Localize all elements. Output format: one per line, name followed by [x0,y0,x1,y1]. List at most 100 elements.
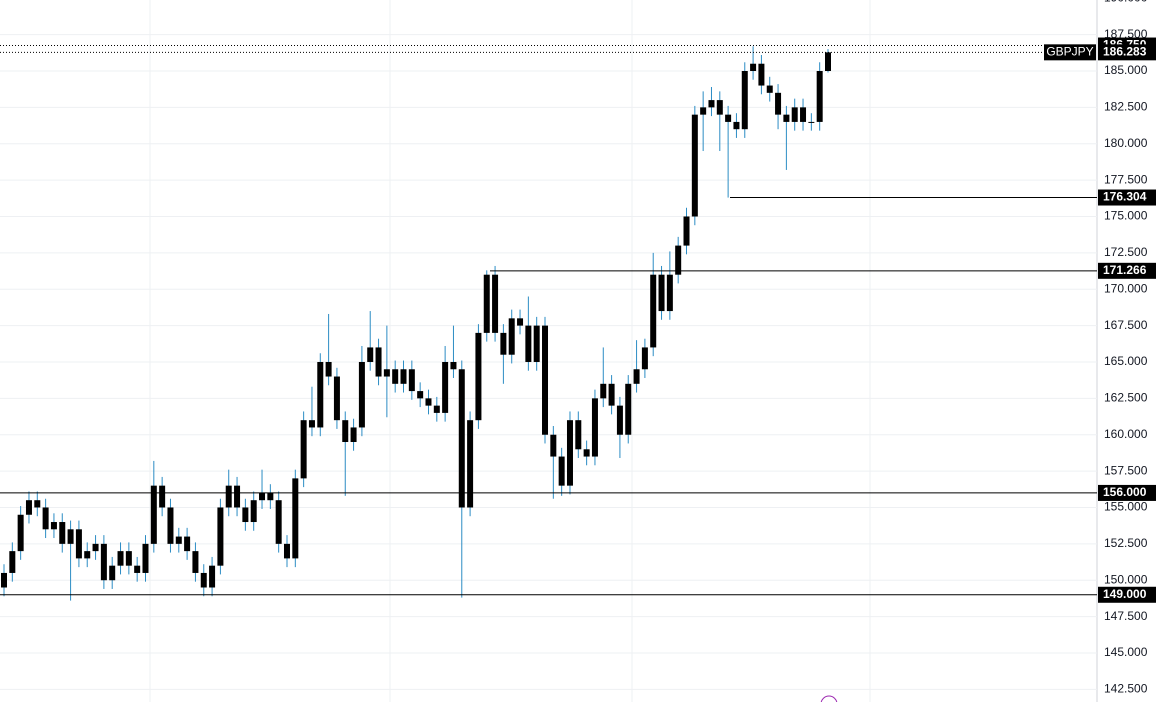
candle-body [608,383,615,406]
candle-body [783,114,790,122]
candle-body [267,492,274,501]
candle-body [159,485,166,508]
candle-body [342,420,349,443]
candle-body [583,449,590,457]
candle-body [283,543,290,559]
level-tag [1098,262,1156,279]
candle-body [317,361,324,428]
level-tag [1098,484,1156,501]
y-tick-label: 182.500 [1104,100,1148,114]
level-tag [1098,189,1156,206]
candle-body [134,565,141,573]
candle-body [433,405,440,413]
candle-body [450,361,457,370]
candle-body [616,405,623,435]
y-tick-label: 172.500 [1104,245,1148,259]
candle-body [167,507,174,544]
level-label: 156.000 [1103,485,1147,499]
candle-body [716,100,723,115]
level-label: 186.283 [1103,45,1147,59]
candle-body [308,420,315,428]
candle-body [217,507,224,566]
candle-body [67,529,74,544]
candle-body [117,551,124,566]
candle-body [350,427,357,443]
level-tag [1098,44,1156,61]
candle-body [741,71,748,130]
candle-body [150,485,157,544]
candle-body [675,245,682,275]
candle-body [766,85,773,93]
candle-body [566,420,573,486]
candle-body [75,529,82,559]
candle-body [542,325,549,435]
y-tick-label: 155.000 [1104,500,1148,514]
candle-body [142,543,149,573]
candle-body [375,347,382,377]
candle-body [625,383,632,435]
candle-body [358,361,365,428]
candle-body [442,361,449,413]
candle-body [100,543,107,581]
candle-body [708,100,715,108]
candle-body [225,485,232,508]
y-tick-label: 162.500 [1104,391,1148,405]
candle-body [633,369,640,384]
candle-body [300,420,307,479]
y-tick-label: 157.500 [1104,463,1148,477]
y-tick-label: 160.000 [1104,427,1148,441]
candle-body [250,500,257,523]
candle-body [808,121,815,123]
y-tick-label: 142.500 [1104,682,1148,696]
level-label: 149.000 [1103,587,1147,601]
y-tick-label: 180.000 [1104,136,1148,150]
y-tick-label: 165.000 [1104,354,1148,368]
candle-body [200,572,207,588]
y-tick-label: 190.000 [1104,0,1148,4]
candle-body [325,361,332,377]
candle-body [392,369,399,384]
y-tick-label: 145.000 [1104,645,1148,659]
y-tick-label: 175.000 [1104,209,1148,223]
symbol-label: GBPJPY [1046,45,1093,59]
y-tick-label: 170.000 [1104,281,1148,295]
candle-body [517,318,524,326]
candle-body [525,325,532,362]
candle-body [184,536,191,552]
candle-body [42,507,49,530]
candle-body [333,376,340,421]
candle-body [125,551,132,566]
candle-body [417,391,424,399]
candle-body [800,107,807,122]
y-tick-label: 177.500 [1104,172,1148,186]
candle-body [775,92,782,115]
candle-body [367,347,374,362]
level-label: 176.304 [1103,190,1147,204]
vertical-grid [149,0,871,702]
candle-body [533,325,540,362]
candle-body [483,274,490,333]
candle-body [34,500,41,508]
y-tick-label: 185.000 [1104,63,1148,77]
candle-body [25,500,32,515]
candle-body [209,565,216,588]
candle-body [458,369,465,508]
candle-body [492,274,499,333]
candle-body [558,456,565,486]
candle-body [591,398,598,457]
candle-body [650,274,657,348]
marker-icon[interactable] [820,695,838,702]
candle-body [725,114,732,122]
y-tick-label: 167.500 [1104,318,1148,332]
candle-body [758,63,765,86]
candle-body [733,121,740,130]
candle-body [425,398,432,406]
candle-body [750,63,757,72]
candle-body [791,107,798,122]
y-tick-label: 150.000 [1104,572,1148,586]
candle-body [400,369,407,384]
candle-body [500,332,507,355]
candle-body [275,500,282,544]
candle-body [383,369,390,377]
